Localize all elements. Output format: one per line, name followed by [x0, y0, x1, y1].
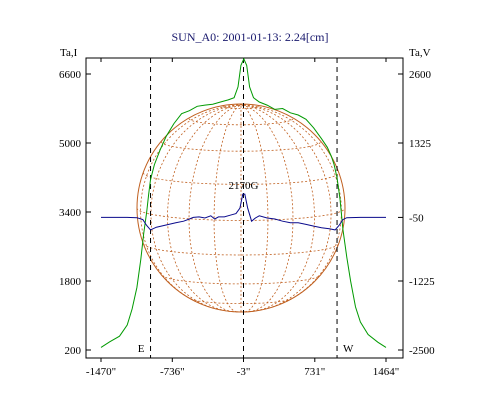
longitude-line	[240, 104, 269, 313]
solar-disk-grid	[136, 103, 346, 313]
right-tick-label: -2500	[409, 345, 435, 357]
right-tick-label: -1225	[409, 276, 435, 288]
right-tick-label: 1325	[409, 138, 432, 150]
longitude-line	[213, 104, 242, 313]
left-tick-label: 5000	[59, 138, 82, 150]
chart-title: SUN_A0: 2001-01-13: 2.24[cm]	[171, 30, 329, 44]
longitude-line	[188, 104, 242, 313]
longitude-line	[240, 104, 332, 310]
longitude-line	[240, 104, 315, 312]
limb-label: E	[138, 343, 145, 355]
left-tick-label: 1800	[59, 276, 82, 288]
latitude-line	[188, 118, 294, 126]
left-axis-label: Ta,I	[60, 47, 78, 59]
left-tick-label: 6600	[59, 69, 82, 81]
x-tick-label: -3"	[237, 366, 251, 378]
left-axis-ticks: 200 1800 3400 5000 6600	[59, 69, 91, 357]
x-tick-label: -736"	[160, 366, 185, 378]
intensity-series-line	[100, 57, 387, 348]
left-tick-label: 200	[65, 345, 82, 357]
x-tick-label: -1470"	[86, 366, 116, 378]
right-tick-label: -50	[409, 212, 424, 224]
plot-frame	[85, 57, 404, 359]
latitude-line	[143, 243, 339, 256]
right-tick-label: 2600	[409, 69, 432, 81]
longitude-line	[150, 104, 242, 310]
field-annotation: 2170G	[229, 180, 259, 192]
longitude-line	[240, 104, 294, 313]
longitude-line	[140, 104, 242, 302]
limb-label: W	[343, 343, 354, 355]
x-axis-ticks: -1470" -736" -3" 731" 1464"	[86, 58, 399, 378]
longitude-line	[167, 104, 242, 312]
polarization-series-line	[101, 193, 386, 231]
x-tick-label: 1464"	[373, 366, 400, 378]
right-axis-label: Ta,V	[409, 47, 431, 59]
x-tick-label: 731"	[304, 366, 325, 378]
right-axis-ticks: -2500 -1225 -50 1325 2600	[398, 69, 435, 357]
longitude-line	[240, 104, 342, 302]
left-tick-label: 3400	[59, 207, 82, 219]
